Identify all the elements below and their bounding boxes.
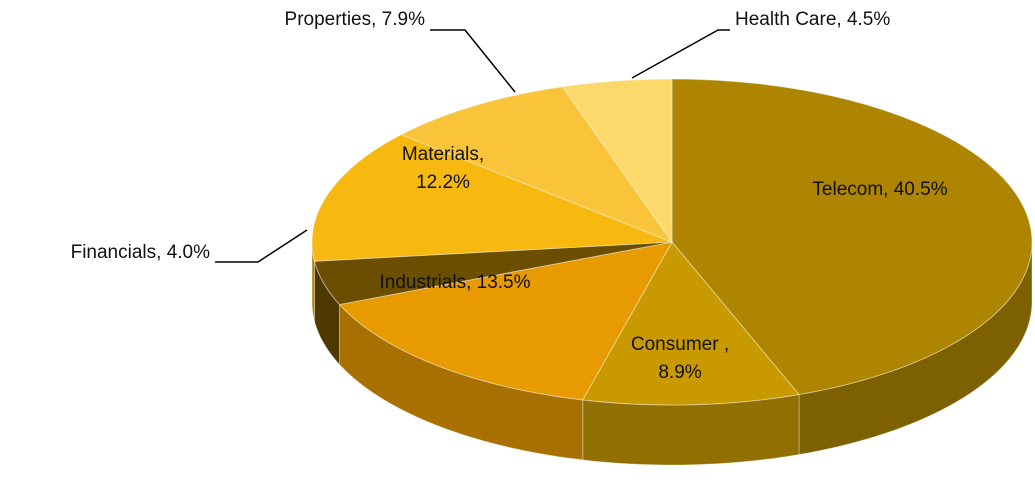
leader-line	[631, 29, 730, 79]
data-label-line: Consumer ,	[631, 334, 729, 355]
data-label-line: Health Care, 4.5%	[735, 9, 890, 30]
data-label: Telecom, 40.5%	[812, 179, 947, 200]
data-label: Health Care, 4.5%	[735, 9, 890, 30]
data-label-line: 12.2%	[416, 172, 470, 193]
data-label: Properties, 7.9%	[285, 9, 426, 30]
slice	[311, 134, 673, 262]
data-label: Industrials, 13.5%	[379, 272, 530, 293]
data-label-line: 8.9%	[658, 362, 701, 383]
data-label-line: Properties, 7.9%	[285, 9, 426, 30]
slice	[399, 86, 674, 244]
slice	[561, 78, 673, 244]
data-label: Consumer , 8.9%	[631, 334, 729, 383]
data-label-line: Materials,	[402, 144, 484, 165]
leader-line	[215, 229, 308, 263]
slice	[338, 241, 673, 401]
data-label: Financials, 4.0%	[71, 242, 211, 263]
data-label: Materials, 12.2%	[402, 144, 484, 193]
slice	[671, 78, 1033, 396]
data-label-line: Telecom, 40.5%	[812, 179, 947, 200]
leader-line	[430, 29, 516, 93]
data-label-line: Industrials, 13.5%	[379, 272, 530, 293]
slice	[581, 241, 800, 406]
data-label-line: Financials, 4.0%	[71, 242, 211, 263]
slice	[313, 241, 673, 305]
